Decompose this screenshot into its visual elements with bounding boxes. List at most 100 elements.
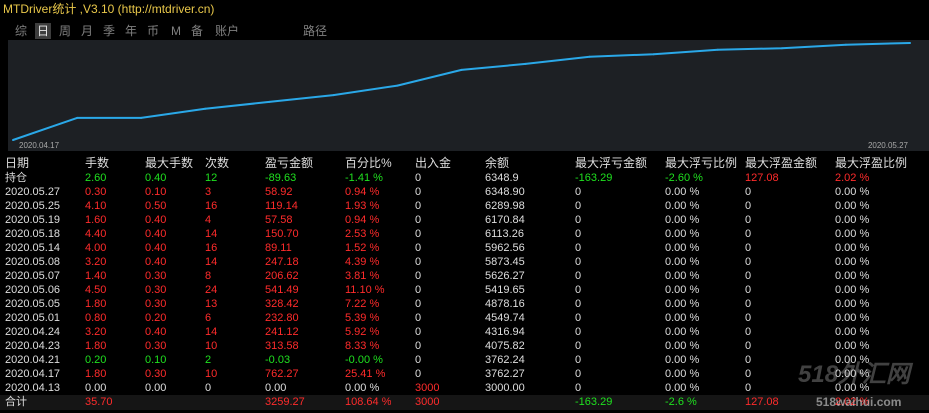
column-header-deposit: 出入金: [415, 156, 452, 170]
cell-percent: 1.93 %: [345, 200, 380, 212]
table-header: 日期 手数 最大手数 次数 盈亏金额 百分比% 出入金 余额 最大浮亏金额 最大浮亏比例 最大浮盈金…: [0, 156, 929, 171]
cell-balance: 5626.27: [485, 270, 525, 282]
data-point: [268, 100, 271, 103]
cell-max-lots: 0.00: [145, 382, 167, 394]
cell-max-lots: 0.20: [145, 312, 167, 324]
cell-max-float-profit-pct: 0.00 %: [835, 270, 870, 282]
column-header-date: 日期: [5, 156, 30, 170]
cell-pnl: 0.00: [265, 382, 287, 394]
cell-deposit: 0: [415, 298, 422, 310]
series-line: [12, 42, 911, 141]
column-header-balance: 余额: [485, 156, 510, 170]
cell-date: 2020.04.24: [5, 326, 61, 338]
cell-max-lots: 0.30: [145, 270, 167, 282]
tab-week[interactable]: 周: [59, 24, 72, 38]
cell-lots: 0.80: [85, 312, 107, 324]
tab-account[interactable]: 账户: [215, 24, 240, 38]
cell-balance: 4075.82: [485, 340, 525, 352]
tab-day[interactable]: 日: [35, 23, 52, 39]
tab-note[interactable]: 备: [191, 24, 204, 38]
tab-year[interactable]: 年: [125, 24, 138, 38]
cell-max-float-loss-pct: 0.00 %: [665, 214, 700, 226]
data-point: [12, 139, 14, 141]
cell-max-float-loss-pct: 0.00 %: [665, 242, 700, 254]
cell-max-float-profit-pct: 0.00 %: [835, 382, 870, 394]
cell-pnl: 241.12: [265, 326, 299, 338]
cell-date: 2020.05.25: [5, 200, 61, 212]
cell-balance: 6113.26: [485, 228, 524, 240]
cell-lots: 0.00: [85, 382, 107, 394]
table-row: 2020.05.06 4.50 0.30 24 541.49 11.10 % 0 5419.6…: [0, 283, 929, 297]
cell-max-float-loss: 0: [575, 256, 582, 268]
cell-max-float-loss-pct: -2.6 %: [665, 396, 697, 408]
cell-max-float-loss-pct: 0.00 %: [665, 340, 700, 352]
cell-max-float-loss: 0: [575, 270, 582, 282]
cell-max-float-loss: 0: [575, 382, 582, 394]
cell-max-float-profit: 0: [745, 242, 752, 254]
cell-max-float-profit-pct: 0.00 %: [835, 214, 870, 226]
column-header-max-float-profit: 最大浮盈金额: [745, 156, 818, 170]
cell-lots: 1.80: [85, 340, 107, 352]
cell-percent: 7.22 %: [345, 298, 380, 310]
cell-max-float-profit-pct: 0.00 %: [835, 186, 870, 198]
cell-count: 3: [205, 186, 212, 198]
cell-deposit: 0: [415, 368, 422, 380]
tab-summary[interactable]: 综: [15, 24, 28, 38]
cell-max-lots: 0.40: [145, 228, 167, 240]
table-row: 2020.04.21 0.20 0.10 2 -0.03 -0.00 % 0 3762.24 0…: [0, 353, 929, 367]
column-header-lots: 手数: [85, 156, 110, 170]
cell-max-float-profit: 0: [745, 368, 752, 380]
tab-currency[interactable]: 币: [147, 24, 160, 38]
tab-quarter[interactable]: 季: [103, 24, 116, 38]
tab-month[interactable]: 月: [81, 24, 94, 38]
cell-count: 14: [205, 256, 218, 268]
cell-lots: 4.40: [85, 228, 107, 240]
cell-deposit: 3000: [415, 396, 440, 408]
cell-deposit: 0: [415, 242, 422, 254]
column-header-max-float-loss-pct: 最大浮亏比例: [665, 156, 738, 170]
cell-max-float-loss-pct: 0.00 %: [665, 284, 700, 296]
cell-max-float-profit: 0: [745, 284, 752, 296]
cell-max-lots: 0.30: [145, 340, 167, 352]
table-row: 2020.05.27 0.30 0.10 3 58.92 0.94 % 0 6348.90 0 0…: [0, 185, 929, 199]
table-row: 2020.05.14 4.00 0.40 16 89.11 1.52 % 0 5962.56 0…: [0, 241, 929, 255]
cell-percent: 5.39 %: [345, 312, 380, 324]
cell-max-lots: 0.40: [145, 326, 167, 338]
column-header-pnl: 盈亏金额: [265, 156, 314, 170]
cell-lots: 1.80: [85, 368, 107, 380]
tab-path[interactable]: 路径: [303, 24, 328, 38]
cell-max-float-profit-pct: 0.00 %: [835, 354, 870, 366]
cell-max-float-profit-pct: 0.00 %: [835, 298, 870, 310]
cell-max-lots: 0.30: [145, 284, 167, 296]
cell-max-float-loss-pct: 0.00 %: [665, 256, 700, 268]
table-row: 2020.05.01 0.80 0.20 6 232.80 5.39 % 0 4549.74 0…: [0, 311, 929, 325]
cell-deposit: 0: [415, 354, 422, 366]
table-row: 2020.04.13 0.00 0.00 0 0.00 0.00 % 3000 3000.00…: [0, 381, 929, 395]
cell-max-float-loss: 0: [575, 368, 582, 380]
cell-max-lots: 0.30: [145, 298, 167, 310]
window-title: MTDriver统计 ,V3.10 (http://mtdriver.cn): [3, 2, 215, 16]
data-point: [396, 84, 399, 87]
cell-max-float-loss-pct: 0.00 %: [665, 228, 700, 240]
cell-pnl: 206.62: [265, 270, 299, 282]
data-point: [332, 94, 335, 97]
table-row: 2020.04.23 1.80 0.30 10 313.58 8.33 % 0 4075.82…: [0, 339, 929, 353]
cell-deposit: 3000: [415, 382, 440, 394]
cell-count: 14: [205, 326, 218, 338]
cell-date: 2020.05.14: [5, 242, 61, 254]
cell-deposit: 0: [415, 228, 422, 240]
cell-balance: 3762.27: [485, 368, 525, 380]
cell-date: 2020.05.06: [5, 284, 61, 296]
cell-percent: -1.41 %: [345, 172, 383, 184]
cell-date: 2020.04.17: [5, 368, 61, 380]
table-row: 2020.04.17 1.80 0.30 10 762.27 25.41 % 0 3762.2…: [0, 367, 929, 381]
cell-pnl: 3259.27: [265, 396, 305, 408]
data-point: [652, 53, 655, 56]
cell-count: 13: [205, 298, 218, 310]
tab-m[interactable]: M: [171, 24, 181, 38]
cell-balance: 6289.98: [485, 200, 525, 212]
column-header-max-float-profit-pct: 最大浮盈比例: [835, 156, 908, 170]
cell-percent: 0.94 %: [345, 214, 380, 226]
cell-max-float-loss: -163.29: [575, 172, 613, 184]
position-row: 持仓 2.60 0.40 12 -89.63 -1.41 % 0 6348.9 -163.29 -…: [0, 171, 929, 185]
